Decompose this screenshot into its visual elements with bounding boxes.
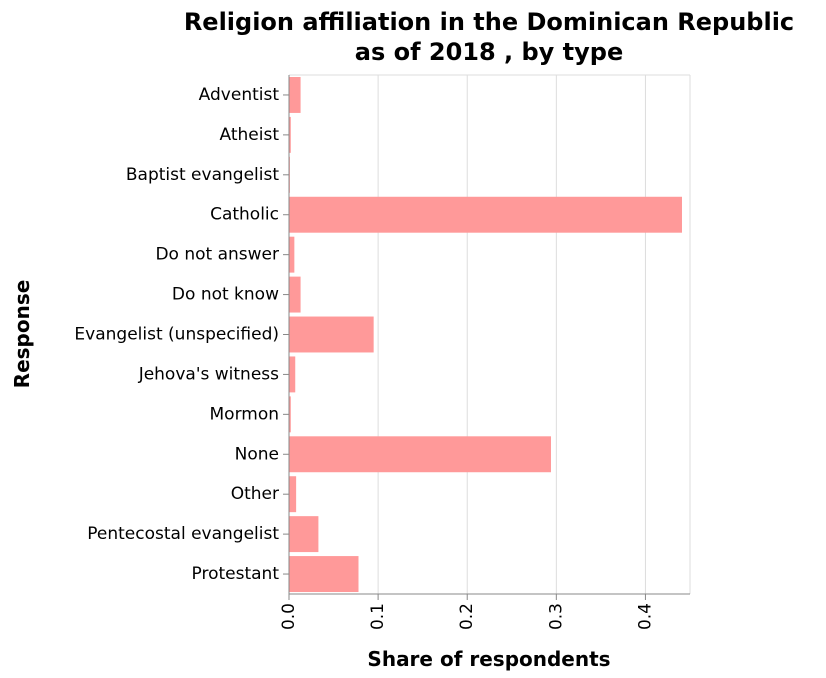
y-tick-label: Baptist evangelist bbox=[126, 165, 279, 185]
bar bbox=[289, 236, 295, 273]
y-tick-label: Mormon bbox=[210, 404, 280, 424]
bar bbox=[289, 356, 296, 393]
bar bbox=[289, 276, 301, 313]
x-tick-label: 0.3 bbox=[546, 603, 566, 630]
bar bbox=[289, 396, 291, 433]
bar bbox=[289, 476, 297, 513]
axes: 0.0 0.1 0.2 0.3 0.4 Adventist Atheist Baptist e… bbox=[74, 75, 690, 630]
bar bbox=[289, 316, 374, 353]
bar bbox=[289, 76, 301, 113]
y-tick-label: Catholic bbox=[210, 205, 279, 225]
x-axis-title: Share of respondents bbox=[367, 647, 610, 671]
y-tick-label: Atheist bbox=[220, 125, 280, 145]
y-tick-label: Do not know bbox=[172, 285, 279, 305]
y-tick-label: Pentecostal evangelist bbox=[87, 524, 279, 544]
x-tick-label: 0.0 bbox=[279, 603, 299, 630]
y-tick-label: Jehova's witness bbox=[138, 364, 279, 384]
bar bbox=[289, 436, 551, 473]
y-tick-label: Adventist bbox=[199, 85, 280, 105]
x-tick-label: 0.1 bbox=[368, 603, 388, 630]
y-tick-label: Do not answer bbox=[155, 245, 279, 265]
y-tick-label: Other bbox=[231, 484, 279, 504]
x-tick-label: 0.2 bbox=[457, 603, 477, 630]
x-tick-label: 0.4 bbox=[635, 603, 655, 630]
gridlines bbox=[289, 74, 691, 594]
bar bbox=[289, 516, 319, 553]
y-axis-title: Response bbox=[10, 280, 34, 389]
chart-title-line-1: Religion affiliation in the Dominican Re… bbox=[184, 8, 794, 36]
chart-title-line-2: as of 2018 , by type bbox=[355, 38, 624, 66]
bar bbox=[289, 196, 682, 233]
bar bbox=[289, 116, 291, 153]
y-tick-label: None bbox=[235, 444, 279, 464]
y-tick-label: Evangelist (unspecified) bbox=[74, 325, 279, 345]
bars bbox=[289, 76, 682, 593]
y-tick-label: Protestant bbox=[192, 564, 280, 584]
bar bbox=[289, 556, 359, 593]
